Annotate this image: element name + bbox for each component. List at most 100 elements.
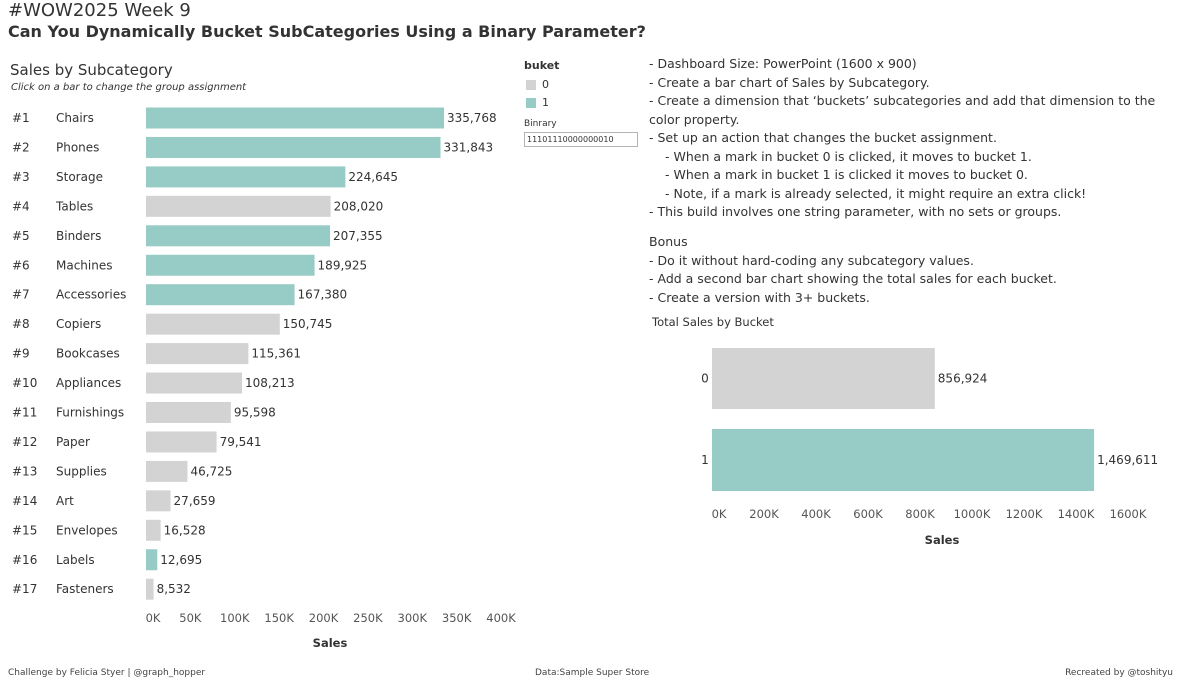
bonus-line: - Add a second bar chart showing the tot…: [649, 271, 1057, 286]
rank-label: #5: [12, 229, 30, 243]
bar-value-label: 208,020: [334, 199, 384, 213]
subcategory-chart-subtitle: Click on a bar to change the group assig…: [11, 82, 247, 93]
footer-data-source: Data:Sample Super Store: [535, 668, 650, 678]
category-label: Chairs: [56, 111, 94, 125]
rank-label: #17: [12, 582, 37, 596]
bar-value-label: 331,843: [444, 140, 494, 154]
bar-supplies[interactable]: [146, 460, 188, 482]
bucket-x-tick-label: 1200K: [1006, 507, 1043, 521]
bar-value-label: 115,361: [251, 347, 301, 361]
bucket-x-tick-label: 400K: [801, 507, 831, 521]
instruction-line: - This build involves one string paramet…: [649, 204, 1062, 219]
bar-value-label: 207,355: [333, 229, 383, 243]
bar-bookcases[interactable]: [146, 343, 249, 365]
bar-fasteners[interactable]: [146, 578, 154, 600]
instruction-line: - When a mark in bucket 0 is clicked, it…: [665, 148, 1032, 164]
rank-label: #10: [12, 376, 37, 390]
category-label: Tables: [55, 199, 93, 213]
x-tick-label: 300K: [398, 611, 428, 625]
category-label: Machines: [56, 258, 112, 272]
bar-paper[interactable]: [146, 431, 217, 453]
bar-phones[interactable]: [146, 136, 441, 158]
rank-label: #8: [12, 317, 30, 331]
bar-chairs[interactable]: [146, 107, 444, 129]
category-label: Appliances: [56, 376, 121, 390]
bucket-x-axis-title: Sales: [925, 533, 960, 547]
bar-value-label: 79,541: [220, 435, 262, 449]
bucket-x-tick-label: 0K: [712, 507, 727, 521]
bucket-bar-0[interactable]: [712, 348, 935, 409]
bucket-bar-value-label: 856,924: [938, 372, 988, 386]
instruction-line: - When a mark in bucket 1 is clicked it …: [665, 167, 1028, 182]
bar-binders[interactable]: [146, 225, 331, 247]
x-tick-label: 350K: [442, 611, 472, 625]
bar-tables[interactable]: [146, 195, 331, 217]
category-label: Bookcases: [56, 347, 120, 361]
bucket-chart-title: Total Sales by Bucket: [652, 315, 774, 329]
x-tick-label: 50K: [179, 611, 202, 625]
rank-label: #11: [12, 406, 37, 420]
instruction-line: - Set up an action that changes the buck…: [649, 130, 997, 145]
category-label: Storage: [56, 170, 103, 184]
bar-value-label: 108,213: [245, 376, 295, 390]
rank-label: #4: [12, 199, 30, 213]
bar-value-label: 189,925: [318, 258, 368, 272]
bucket-x-tick-label: 1400K: [1058, 507, 1095, 521]
bucket-bar-value-label: 1,469,611: [1097, 453, 1158, 467]
legend-label-1: 1: [542, 96, 549, 109]
bucket-x-tick-label: 1600K: [1110, 507, 1147, 521]
subcategory-chart-title: Sales by Subcategory: [10, 61, 173, 79]
bar-accessories[interactable]: [146, 284, 295, 306]
x-tick-label: 100K: [220, 611, 250, 625]
bar-value-label: 150,745: [283, 317, 333, 331]
category-label: Binders: [56, 229, 101, 243]
category-label: Supplies: [56, 464, 107, 478]
x-tick-label: 400K: [486, 611, 516, 625]
bonus-line: - Create a version with 3+ buckets.: [649, 289, 870, 305]
rank-label: #2: [12, 140, 30, 154]
bar-value-label: 95,598: [234, 406, 276, 420]
legend-item-bucket-1[interactable]: 1: [526, 96, 549, 109]
legend-swatch-1: [526, 97, 536, 108]
bar-value-label: 167,380: [298, 288, 348, 302]
bar-envelopes[interactable]: [146, 519, 161, 541]
bar-labels[interactable]: [146, 549, 158, 571]
category-label: Paper: [56, 435, 90, 449]
category-label: Fasteners: [56, 582, 114, 596]
dashboard-week-title: #WOW2025 Week 9: [8, 0, 191, 21]
bonus-text: Bonus - Do it without hard-coding any su…: [649, 233, 1189, 307]
bar-art[interactable]: [146, 490, 171, 512]
rank-label: #16: [12, 553, 37, 567]
binary-parameter-input[interactable]: [524, 132, 638, 147]
bucket-category-label: 0: [701, 372, 709, 386]
bar-value-label: 46,725: [190, 464, 232, 478]
bar-appliances[interactable]: [146, 372, 243, 394]
bar-storage[interactable]: [146, 166, 346, 188]
x-tick-label: 200K: [309, 611, 339, 625]
footer-credit: Challenge by Felicia Styer | @graph_hopp…: [8, 668, 206, 678]
rank-label: #13: [12, 464, 37, 478]
bucket-category-label: 1: [701, 453, 709, 467]
x-tick-label: 0K: [146, 611, 161, 625]
bonus-line: Bonus: [649, 234, 688, 249]
x-tick-label: 150K: [264, 611, 294, 625]
rank-label: #7: [12, 288, 30, 302]
category-label: Furnishings: [56, 406, 124, 420]
legend-item-bucket-0[interactable]: 0: [526, 78, 549, 91]
category-label: Art: [56, 494, 74, 508]
bar-value-label: 8,532: [157, 582, 191, 596]
bucket-bar-1[interactable]: [712, 429, 1095, 491]
bar-copiers[interactable]: [146, 313, 280, 335]
x-axis-title: Sales: [313, 636, 348, 650]
category-label: Labels: [56, 553, 95, 567]
bar-value-label: 224,645: [348, 170, 398, 184]
instructions-text: - Dashboard Size: PowerPoint (1600 x 900…: [649, 55, 1189, 222]
instruction-line: - Create a dimension that ‘buckets’ subc…: [649, 93, 1156, 127]
bar-machines[interactable]: [146, 254, 315, 276]
bonus-line: - Do it without hard-coding any subcateg…: [649, 252, 974, 268]
rank-label: #12: [12, 435, 37, 449]
bucket-x-tick-label: 800K: [905, 507, 935, 521]
bar-furnishings[interactable]: [146, 402, 231, 423]
rank-label: #9: [12, 347, 30, 361]
